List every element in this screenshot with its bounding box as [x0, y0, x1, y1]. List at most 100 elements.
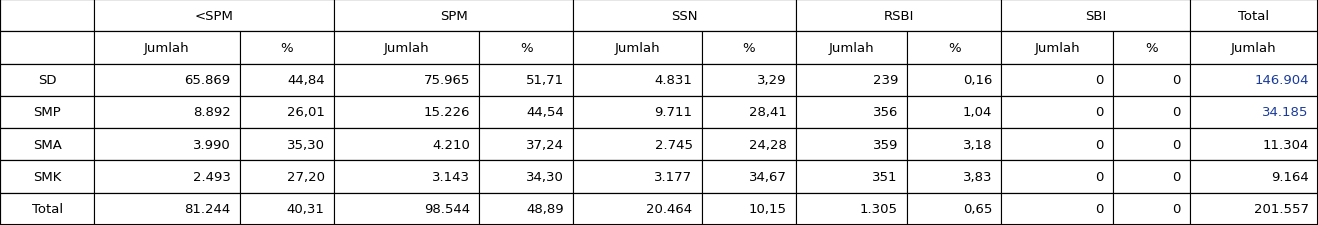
Text: 3,83: 3,83 [962, 170, 992, 183]
Text: %: % [281, 42, 293, 55]
Text: 239: 239 [873, 74, 898, 87]
Bar [480, 64, 573, 97]
Text: 40,31: 40,31 [287, 202, 324, 215]
Text: 9.164: 9.164 [1271, 170, 1309, 183]
Bar [240, 128, 333, 161]
Bar [94, 32, 240, 64]
Bar [573, 97, 701, 128]
Text: 37,24: 37,24 [526, 138, 564, 151]
Bar [573, 64, 701, 97]
Bar [1190, 97, 1318, 128]
Text: Jumlah: Jumlah [384, 42, 430, 55]
Bar [796, 64, 907, 97]
Text: 2.745: 2.745 [655, 138, 692, 151]
Text: 2.493: 2.493 [192, 170, 231, 183]
Bar [796, 161, 907, 193]
Text: SD: SD [38, 74, 57, 87]
Bar [1112, 128, 1190, 161]
Text: 0: 0 [1172, 74, 1181, 87]
Bar [333, 193, 480, 225]
Text: 0: 0 [1095, 106, 1103, 119]
Text: 3.990: 3.990 [192, 138, 231, 151]
Text: Total: Total [1238, 10, 1269, 22]
Bar [240, 97, 333, 128]
Text: Jumlah: Jumlah [144, 42, 190, 55]
Bar [796, 128, 907, 161]
Text: %: % [948, 42, 961, 55]
Text: 359: 359 [873, 138, 898, 151]
Text: 27,20: 27,20 [286, 170, 324, 183]
Bar [1112, 97, 1190, 128]
Text: 3.177: 3.177 [655, 170, 692, 183]
Bar [1002, 0, 1190, 32]
Text: 75.965: 75.965 [423, 74, 471, 87]
Bar [796, 97, 907, 128]
Text: SPM: SPM [440, 10, 468, 22]
Text: 201.557: 201.557 [1253, 202, 1309, 215]
Text: 0: 0 [1172, 202, 1181, 215]
Text: 65.869: 65.869 [185, 74, 231, 87]
Bar [701, 161, 796, 193]
Text: 1,04: 1,04 [962, 106, 992, 119]
Bar [480, 128, 573, 161]
Bar [333, 97, 480, 128]
Bar [0, 193, 94, 225]
Text: 4.210: 4.210 [432, 138, 471, 151]
Text: 35,30: 35,30 [286, 138, 324, 151]
Text: 0: 0 [1172, 170, 1181, 183]
Bar [573, 0, 796, 32]
Text: 8.892: 8.892 [192, 106, 231, 119]
Bar [701, 97, 796, 128]
Bar [333, 64, 480, 97]
Bar [1190, 193, 1318, 225]
Bar [907, 161, 1002, 193]
Bar [94, 161, 240, 193]
Text: 0,16: 0,16 [962, 74, 992, 87]
Bar [1002, 32, 1112, 64]
Text: 4.831: 4.831 [655, 74, 692, 87]
Text: 81.244: 81.244 [185, 202, 231, 215]
Text: 28,41: 28,41 [749, 106, 787, 119]
Bar [1112, 161, 1190, 193]
Bar [796, 32, 907, 64]
Bar [907, 193, 1002, 225]
Text: Jumlah: Jumlah [614, 42, 660, 55]
Bar [94, 0, 333, 32]
Text: 98.544: 98.544 [424, 202, 471, 215]
Bar [1190, 64, 1318, 97]
Bar [796, 193, 907, 225]
Bar [1002, 97, 1112, 128]
Bar [240, 161, 333, 193]
Text: 15.226: 15.226 [423, 106, 471, 119]
Text: SMA: SMA [33, 138, 62, 151]
Text: 34,30: 34,30 [526, 170, 564, 183]
Bar [333, 0, 573, 32]
Text: Jumlah: Jumlah [1231, 42, 1277, 55]
Bar [0, 64, 94, 97]
Text: SMP: SMP [33, 106, 61, 119]
Text: 51,71: 51,71 [526, 74, 564, 87]
Bar [907, 32, 1002, 64]
Text: Jumlah: Jumlah [829, 42, 874, 55]
Bar [240, 32, 333, 64]
Bar [0, 0, 94, 32]
Bar [0, 97, 94, 128]
Text: 44,84: 44,84 [287, 74, 324, 87]
Bar [240, 64, 333, 97]
Bar [0, 161, 94, 193]
Bar [94, 97, 240, 128]
Bar [240, 193, 333, 225]
Text: SMK: SMK [33, 170, 61, 183]
Bar [1190, 32, 1318, 64]
Text: <SPM: <SPM [195, 10, 233, 22]
Text: %: % [1145, 42, 1157, 55]
Text: 0: 0 [1095, 138, 1103, 151]
Text: 48,89: 48,89 [527, 202, 564, 215]
Text: 20.464: 20.464 [646, 202, 692, 215]
Bar [701, 32, 796, 64]
Bar [480, 97, 573, 128]
Bar [0, 128, 94, 161]
Bar [94, 64, 240, 97]
Bar [480, 32, 573, 64]
Text: 146.904: 146.904 [1255, 74, 1309, 87]
